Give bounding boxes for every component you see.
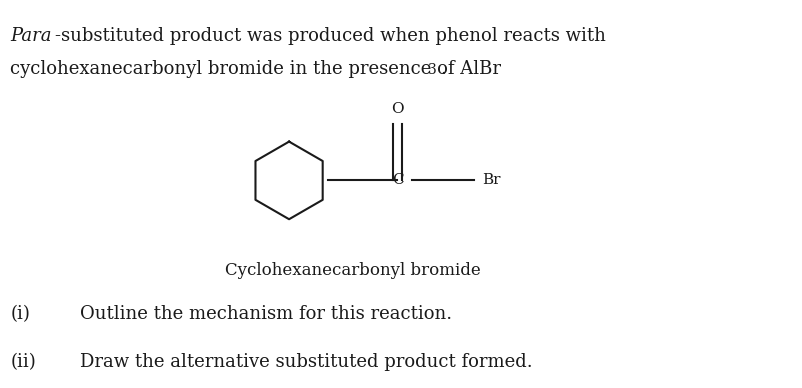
Text: -substituted product was produced when phenol reacts with: -substituted product was produced when p… — [55, 27, 605, 45]
Text: (i): (i) — [10, 305, 30, 322]
Text: C: C — [391, 173, 403, 187]
Text: Cyclohexanecarbonyl bromide: Cyclohexanecarbonyl bromide — [225, 262, 480, 279]
Text: O: O — [391, 102, 403, 116]
Text: Br: Br — [481, 173, 500, 187]
Text: .: . — [439, 60, 445, 78]
Text: (ii): (ii) — [10, 353, 36, 371]
Text: Outline the mechanism for this reaction.: Outline the mechanism for this reaction. — [80, 305, 452, 322]
Text: 3: 3 — [427, 63, 436, 77]
Text: Para: Para — [10, 27, 52, 45]
Text: cyclohexanecarbonyl bromide in the presence of AlBr: cyclohexanecarbonyl bromide in the prese… — [10, 60, 500, 78]
Text: Draw the alternative substituted product formed.: Draw the alternative substituted product… — [80, 353, 533, 371]
